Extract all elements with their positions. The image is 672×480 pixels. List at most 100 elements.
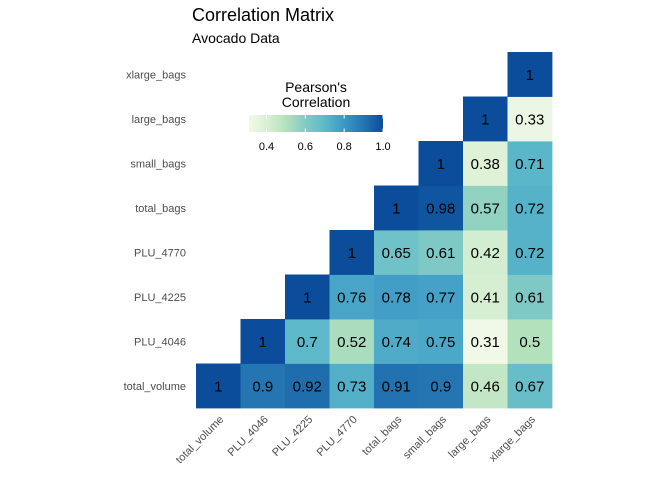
cell-total_bags-small_bags [418,185,464,231]
heatmap-cell: 0.57 [463,185,508,231]
heatmap-cell: 0.77 [418,274,464,320]
heatmap-cell: 0.71 [507,141,553,186]
heatmap-cell: 0.9 [240,363,286,409]
heatmap-cell: 0.41 [463,274,508,320]
heatmap-cell: 0.78 [374,274,419,320]
y-tick-label: PLU_4225 [134,292,186,304]
legend-colorbar [249,115,383,132]
cell-total_volume-large_bags [463,363,508,409]
cell-total_volume-xlarge_bags [507,363,553,409]
heatmap-cell: 0.74 [374,319,419,364]
cell-value-label: 0.31 [471,334,500,351]
cell-value-label: 0.57 [471,200,500,217]
cell-total_volume-PLU_4046 [240,363,286,409]
heatmap-cell: 0.31 [463,319,508,364]
y-tick-label: PLU_4770 [134,247,186,259]
cell-value-label: 1 [437,156,445,173]
cell-PLU_4046-large_bags [463,319,508,364]
heatmap-cell: 0.7 [285,319,330,364]
heatmap-cell: 0.91 [374,363,419,409]
cell-total_volume-PLU_4770 [329,363,375,409]
heatmap-cell: 0.72 [507,230,553,275]
y-tick-label: large_bags [132,114,187,126]
heatmap-cell: 1 [285,274,330,320]
cell-value-label: 0.7 [297,334,318,351]
heatmap-cell: 0.46 [463,363,508,409]
cell-value-label: 0.5 [519,334,540,351]
heatmap-cell: 0.9 [418,363,464,409]
legend-tick-label: 1.0 [375,141,390,153]
cell-value-label: 0.46 [471,378,500,395]
cell-PLU_4225-xlarge_bags [507,274,553,320]
cell-PLU_4225-total_bags [374,274,419,320]
cell-value-label: 0.92 [293,378,322,395]
cell-value-label: 0.77 [426,289,455,306]
y-tick-label: total_bags [135,203,186,215]
cell-xlarge_bags-xlarge_bags [507,52,553,97]
y-tick-label: small_bags [130,158,186,170]
legend-tick-label: 0.8 [337,141,352,153]
heatmap-cell: 0.5 [507,319,553,364]
y-tick-label: total_volume [124,381,186,393]
cell-PLU_4225-PLU_4225 [285,274,330,320]
cell-total_volume-PLU_4225 [285,363,330,409]
cell-PLU_4046-PLU_4225 [285,319,330,364]
heatmap-cell: 1 [463,96,508,142]
cell-PLU_4770-xlarge_bags [507,230,553,275]
cell-value-label: 1 [526,67,534,84]
legend-title-line-1: Pearson's [285,79,347,95]
cell-PLU_4046-PLU_4770 [329,319,375,364]
cell-value-label: 0.61 [515,289,544,306]
heatmap-cell: 0.67 [507,363,553,409]
cell-total_bags-total_bags [374,185,419,231]
cell-total_bags-xlarge_bags [507,185,553,231]
cell-value-label: 1 [303,289,311,306]
x-axis-labels: total_volume PLU_4046 PLU_4225 PLU_4770 tota… [174,413,538,466]
cell-value-label: 1 [392,200,400,217]
cell-value-label: 0.9 [430,378,451,395]
chart-subtitle: Avocado Data [192,30,280,46]
y-axis-labels: total_volume PLU_4046 PLU_4225 PLU_4770 tota… [124,69,187,393]
x-tick-label: PLU_4770 [315,414,360,459]
heatmap-cell: 0.92 [285,363,330,409]
legend-tick-label: 0.6 [298,141,313,153]
cell-value-label: 0.65 [382,245,411,262]
cell-value-label: 0.61 [426,245,455,262]
cell-value-label: 0.73 [337,378,366,395]
x-tick-label: total_volume [174,414,227,467]
cell-value-label: 0.78 [382,289,411,306]
cell-value-label: 0.52 [337,334,366,351]
heatmap-cell: 0.42 [463,230,508,275]
cell-value-label: 1 [481,111,489,128]
cell-total_volume-total_bags [374,363,419,409]
cell-value-label: 0.72 [515,200,544,217]
cell-value-label: 0.33 [515,111,544,128]
cell-total_bags-large_bags [463,185,508,231]
cell-value-label: 0.67 [515,378,544,395]
heatmap-cell: 0.38 [463,141,508,186]
cell-value-label: 0.76 [337,289,366,306]
cell-PLU_4770-large_bags [463,230,508,275]
heatmap-cell: 1 [418,141,464,186]
cell-value-label: 0.9 [252,378,273,395]
cell-large_bags-xlarge_bags [507,96,553,142]
cell-value-label: 1 [348,245,356,262]
chart-title: Correlation Matrix [192,5,334,25]
y-tick-label: xlarge_bags [126,69,186,81]
heatmap-cell: 0.72 [507,185,553,231]
heatmap-cell: 1 [374,185,419,231]
heatmap-cell: 1 [329,230,375,275]
heatmap-cell: 0.52 [329,319,375,364]
legend: Pearson's Correlation 0.4 0.6 0.8 1.0 [249,79,391,153]
cell-value-label: 1 [259,334,267,351]
cell-PLU_4770-small_bags [418,230,464,275]
cell-large_bags-large_bags [463,96,508,142]
heatmap-cells: 1 0.9 0.92 0.73 0.91 0.9 0.46 0.67 1 0.7 0.52 0.74 0… [196,52,553,409]
cell-value-label: 1 [214,378,222,395]
heatmap-cell: 0.98 [418,185,464,231]
legend-tick-label: 0.4 [259,141,274,153]
cell-PLU_4225-large_bags [463,274,508,320]
cell-small_bags-large_bags [463,141,508,186]
heatmap-cell: 0.73 [329,363,375,409]
cell-total_volume-total_volume [196,363,241,409]
